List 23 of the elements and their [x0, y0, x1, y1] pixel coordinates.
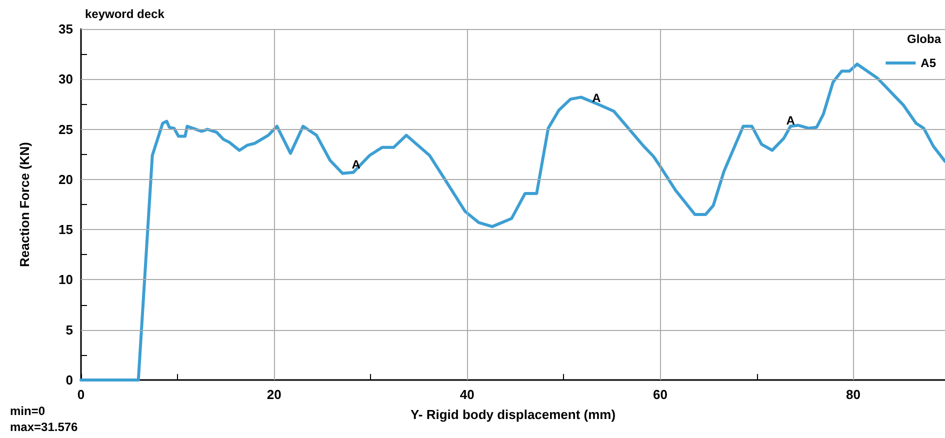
y-tick-label: 20: [58, 172, 73, 187]
x-tick-label: 20: [266, 387, 282, 402]
annotation: A: [786, 113, 796, 128]
y-tick-label: 25: [58, 122, 73, 137]
y-tick-label: 30: [58, 72, 73, 87]
chart-title: keyword deck: [85, 7, 165, 21]
y-tick-label: 10: [58, 272, 73, 288]
x-tick-label: 80: [846, 387, 861, 402]
y-tick-label: 15: [58, 222, 73, 238]
text: max=31.576: [10, 420, 78, 434]
text: min=0: [10, 404, 46, 418]
annotation: A: [352, 157, 361, 172]
legend-label: A5: [920, 56, 936, 70]
y-axis-title: Reaction Force (KN): [17, 142, 32, 267]
y-tick-label: 5: [66, 322, 73, 338]
annotation: A: [592, 91, 602, 106]
x-tick-label: 40: [460, 387, 474, 402]
x-tick-label: 0: [77, 387, 85, 402]
y-tick-label: 0: [66, 372, 73, 388]
y-tick-label: 35: [58, 22, 73, 36]
x-tick-label: 60: [652, 387, 668, 402]
legend-title: Globa: [907, 32, 942, 46]
x-axis-title: Y- Rigid body displacement (mm): [410, 407, 616, 422]
